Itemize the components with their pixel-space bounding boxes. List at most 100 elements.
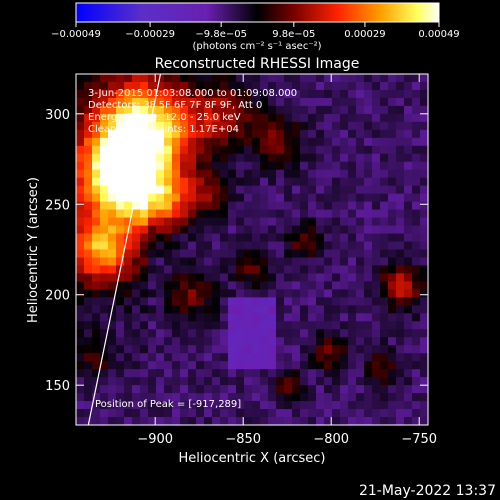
heatmap-cell bbox=[124, 249, 133, 259]
heatmap-cell bbox=[228, 417, 237, 425]
heatmap-cell bbox=[116, 74, 125, 83]
heatmap-cell bbox=[204, 233, 213, 243]
heatmap-cell bbox=[220, 401, 229, 410]
heatmap-cell bbox=[236, 369, 245, 378]
heatmap-cell bbox=[396, 249, 405, 259]
heatmap-cell bbox=[356, 369, 365, 378]
heatmap-cell bbox=[156, 169, 165, 179]
heatmap-cell bbox=[124, 153, 133, 163]
heatmap-cell bbox=[324, 409, 333, 418]
heatmap-cell bbox=[204, 361, 213, 370]
heatmap-cell bbox=[420, 74, 428, 83]
heatmap-cell bbox=[276, 409, 285, 418]
heatmap-cell bbox=[372, 81, 381, 91]
heatmap-cell bbox=[212, 257, 221, 267]
heatmap-cell bbox=[100, 281, 109, 290]
heatmap-cell bbox=[116, 409, 125, 418]
heatmap-cell bbox=[356, 353, 365, 362]
heatmap-cell bbox=[172, 297, 181, 306]
heatmap-cell bbox=[108, 249, 117, 259]
heatmap-cell bbox=[260, 241, 269, 251]
heatmap-cell bbox=[420, 105, 428, 115]
heatmap-cell bbox=[108, 409, 117, 418]
heatmap-cell bbox=[292, 241, 301, 251]
heatmap-cell bbox=[228, 161, 237, 171]
heatmap-cell bbox=[260, 281, 269, 290]
heatmap-cell bbox=[300, 185, 309, 195]
heatmap-cell bbox=[316, 281, 325, 290]
heatmap-cell bbox=[340, 337, 349, 346]
heatmap-cell bbox=[108, 241, 117, 251]
heatmap-cell bbox=[236, 193, 245, 203]
heatmap-cell bbox=[276, 161, 285, 171]
heatmap-cell bbox=[340, 225, 349, 235]
heatmap-cell bbox=[260, 265, 269, 275]
heatmap-cell bbox=[228, 281, 237, 290]
heatmap-cell bbox=[260, 377, 269, 386]
heatmap-cell bbox=[244, 409, 253, 418]
heatmap-cell bbox=[236, 417, 245, 425]
heatmap-cell bbox=[92, 393, 101, 402]
heatmap-cell bbox=[164, 225, 173, 235]
heatmap-cell bbox=[372, 385, 381, 394]
heatmap-cell bbox=[196, 337, 205, 346]
heatmap-cell bbox=[188, 369, 197, 378]
heatmap-cell bbox=[420, 409, 428, 418]
heatmap-cell bbox=[212, 185, 221, 195]
heatmap-cell bbox=[356, 401, 365, 410]
heatmap-cell bbox=[188, 169, 197, 179]
heatmap-cell bbox=[388, 257, 397, 267]
heatmap-cell bbox=[204, 249, 213, 259]
heatmap-cell bbox=[100, 177, 109, 187]
heatmap-cell bbox=[276, 113, 285, 123]
heatmap-cell bbox=[172, 145, 181, 155]
heatmap-cell bbox=[164, 281, 173, 290]
heatmap-cell bbox=[300, 337, 309, 346]
heatmap-cell bbox=[332, 153, 341, 163]
heatmap-cell bbox=[108, 193, 117, 203]
heatmap-cell bbox=[164, 393, 173, 402]
heatmap-cell bbox=[284, 377, 293, 386]
heatmap-cell bbox=[268, 241, 277, 251]
heatmap-cell bbox=[332, 337, 341, 346]
heatmap-cell bbox=[308, 369, 317, 378]
heatmap-cell bbox=[412, 401, 421, 410]
heatmap-cell bbox=[236, 209, 245, 219]
heatmap-cell bbox=[196, 385, 205, 394]
heatmap-cell bbox=[164, 74, 173, 83]
heatmap-cell bbox=[76, 121, 85, 131]
heatmap-cell bbox=[292, 265, 301, 275]
y-tick-label: 200 bbox=[45, 289, 70, 304]
heatmap-cell bbox=[236, 145, 245, 155]
heatmap-cell bbox=[252, 177, 261, 187]
heatmap-cell bbox=[172, 129, 181, 139]
heatmap-cell bbox=[316, 97, 325, 107]
heatmap-cell bbox=[204, 393, 213, 402]
heatmap-cell bbox=[140, 161, 149, 171]
heatmap-cell bbox=[204, 321, 213, 330]
heatmap-cell bbox=[372, 129, 381, 139]
heatmap-cell bbox=[188, 289, 197, 298]
heatmap-cell bbox=[308, 393, 317, 402]
heatmap-cell bbox=[300, 201, 309, 211]
heatmap-cell bbox=[196, 185, 205, 195]
heatmap-cell bbox=[140, 409, 149, 418]
heatmap-cell bbox=[316, 129, 325, 139]
heatmap-cell bbox=[180, 217, 189, 227]
heatmap-cell bbox=[372, 409, 381, 418]
heatmap-cell bbox=[180, 353, 189, 362]
heatmap-cell bbox=[308, 385, 317, 394]
heatmap-cell bbox=[228, 201, 237, 211]
heatmap-cell bbox=[324, 233, 333, 243]
heatmap-cell bbox=[212, 169, 221, 179]
heatmap-cell bbox=[108, 233, 117, 243]
heatmap-cell bbox=[76, 81, 85, 91]
heatmap-cell bbox=[84, 393, 93, 402]
heatmap-cell bbox=[84, 305, 93, 314]
heatmap-cell bbox=[124, 345, 133, 354]
heatmap-cell bbox=[276, 89, 285, 99]
heatmap-cell bbox=[356, 121, 365, 131]
heatmap-cell bbox=[356, 313, 365, 322]
heatmap-cell bbox=[148, 377, 157, 386]
heatmap-cell bbox=[220, 97, 229, 107]
